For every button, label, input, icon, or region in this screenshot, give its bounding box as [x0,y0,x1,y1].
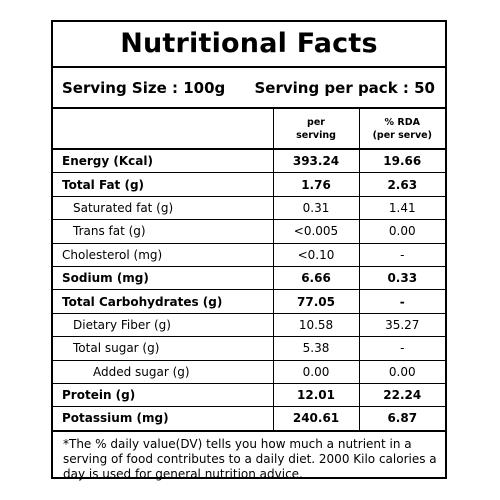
label-title: Nutritional Facts [53,22,445,68]
per-serving-value: 1.76 [272,172,359,197]
per-serving-value: 10.58 [272,313,359,338]
rda-value: 0.33 [358,266,445,291]
table-row: Added sugar (g) 0.00 0.00 [53,360,445,384]
table-row: Potassium (mg) 240.61 6.87 [53,406,445,431]
nutrient-name: Saturated fat (g) [53,196,273,221]
serving-size: Serving Size : 100g [62,78,226,97]
rda-value: 0.00 [358,219,445,244]
rda-value: 0.00 [358,360,445,384]
table-header-row: per serving % RDA (per serve) [53,109,445,150]
serving-info: Serving Size : 100g Serving per pack : 5… [53,68,445,109]
rda-value: - [358,243,445,267]
per-serving-value: 77.05 [272,289,359,314]
table-row: Total sugar (g) 5.38- [53,336,445,361]
table-row: Protein (g) 12.01 22.24 [53,383,445,408]
nutrient-name: Protein (g) [53,383,273,408]
per-serving-value: 12.01 [272,383,359,408]
nutrition-table: per serving % RDA (per serve) Energy (Kc… [53,109,445,431]
rda-column-header: % RDA (per serve) [358,109,445,150]
per-serving-value: 5.38 [272,336,359,361]
rda-value: - [358,336,445,361]
nutrient-name: Sodium (mg) [53,266,273,291]
nutrient-name: Total Carbohydrates (g) [53,289,273,314]
per-serving-value: 240.61 [272,406,359,431]
nutrient-name: Potassium (mg) [53,406,273,431]
per-serving-value: <0.10 [272,243,359,267]
per-serving-value: 393.24 [272,149,359,174]
table-row: Total Fat (g) 1.76 2.63 [53,172,445,197]
rda-value: 2.63 [358,172,445,197]
per-serving-value: 0.00 [272,360,359,384]
rda-value: 6.87 [358,406,445,431]
nutrient-name: Total Fat (g) [53,172,273,197]
table-row: Trans fat (g) <0.005 0.00 [53,219,445,244]
rda-value: 1.41 [358,196,445,221]
rda-header-line1: % RDA [384,116,420,128]
per-serving-header-line1: per [307,116,325,128]
per-serving-column-header: per serving [272,109,359,150]
per-serving-value: 6.66 [272,266,359,291]
per-serving-header-line2: serving [296,129,336,141]
rda-value: - [358,289,445,314]
footnote: *The % daily value(DV) tells you how muc… [53,430,445,482]
nutrient-name: Trans fat (g) [53,219,273,244]
nutrient-name: Total sugar (g) [53,336,273,361]
nutrient-name: Cholesterol (mg) [53,243,273,267]
table-row: Sodium (mg) 6.66 0.33 [53,266,445,291]
nutrient-name: Added sugar (g) [53,360,273,384]
rda-header-line2: (per serve) [372,129,432,141]
nutrient-name: Dietary Fiber (g) [53,313,273,338]
nutrient-rows: Energy (Kcal) 393.24 19.66 Total Fat (g) 1.7… [53,149,445,431]
table-row: Saturated fat (g) 0.31 1.41 [53,196,445,221]
table-row: Energy (Kcal) 393.24 19.66 [53,149,445,174]
rda-value: 19.66 [358,149,445,174]
nutrient-name: Energy (Kcal) [53,149,273,174]
servings-per-pack: Serving per pack : 50 [254,78,435,97]
table-row: Cholesterol (mg) <0.10- [53,243,445,267]
rda-value: 35.27 [358,313,445,338]
per-serving-value: <0.005 [272,219,359,244]
per-serving-value: 0.31 [272,196,359,221]
nutrient-column-header [53,109,273,150]
nutrition-facts-label: Nutritional Facts Serving Size : 100g Se… [51,20,447,482]
rda-value: 22.24 [358,383,445,408]
table-row: Total Carbohydrates (g) 77.05- [53,289,445,314]
table-row: Dietary Fiber (g) 10.58 35.27 [53,313,445,338]
